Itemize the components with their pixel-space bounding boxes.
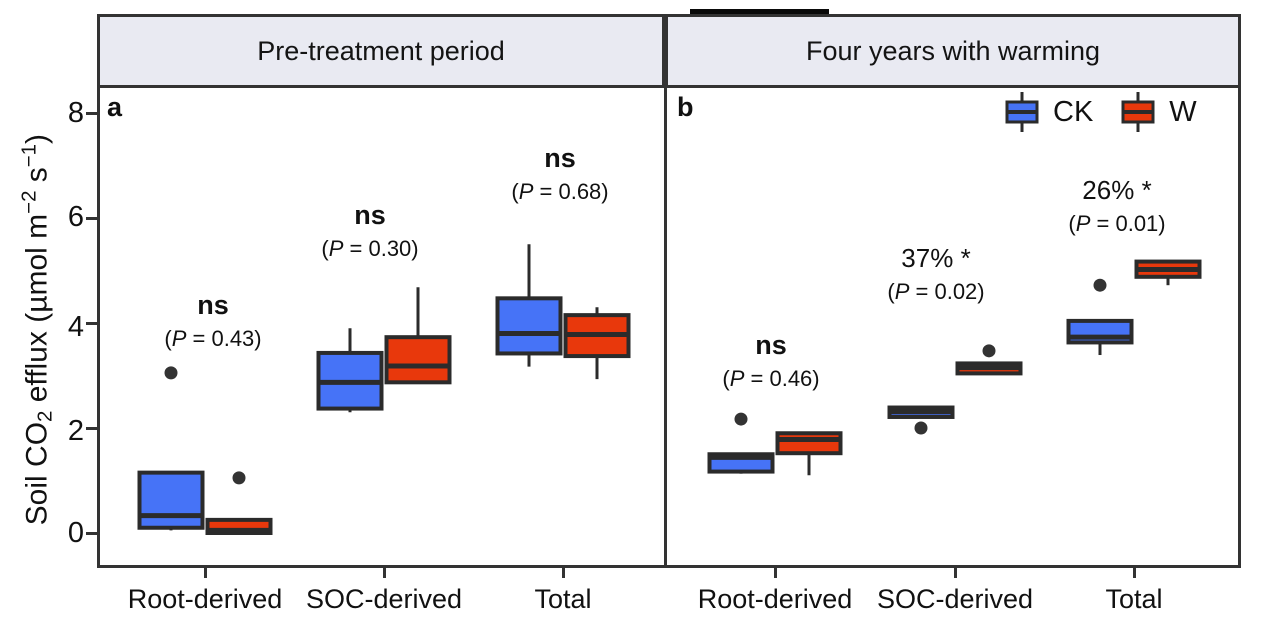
y-tick-mark (86, 216, 97, 220)
panel-b-title: Four years with warming (805, 35, 1101, 66)
x-tick-mark (561, 568, 565, 578)
panel-b-boxplots (707, 259, 1202, 476)
y-tick-mark (86, 426, 97, 430)
x-tick-mark (382, 568, 386, 578)
significance-stat: ns (197, 290, 229, 320)
y-tick-label-6: 6 (67, 201, 84, 233)
y-tick-label-2: 2 (67, 415, 84, 447)
panel-a-header: Pre-treatment period (97, 14, 665, 88)
significance-stat: 26% * (1082, 175, 1152, 205)
significance-annotation: ns (P = 0.43) (164, 291, 261, 352)
significance-annotation: 37% * (P = 0.02) (887, 243, 985, 305)
legend-label-ck: CK (1053, 95, 1094, 128)
p-value-label: (P = 0.01) (1068, 211, 1166, 237)
box-ck (137, 470, 205, 530)
p-value-label: (P = 0.30) (321, 236, 419, 262)
x-category-label: SOC-derived (305, 584, 463, 614)
panel-letter-b: b (677, 92, 694, 122)
box-w (384, 335, 452, 385)
significance-annotation: ns (P = 0.46) (722, 331, 819, 392)
legend-boxplot-glyph-ck (1005, 92, 1039, 132)
significance-stat: 37% * (901, 243, 971, 273)
x-category-label: Root-derived (127, 584, 283, 614)
outlier-point (914, 421, 928, 435)
legend: CK W (1004, 90, 1197, 134)
y-axis-title-text: ) (20, 134, 54, 144)
significance-annotation: 26% * (P = 0.01) (1068, 175, 1166, 237)
panel-b-header: Four years with warming (665, 14, 1241, 88)
panel-a-title: Pre-treatment period (257, 35, 505, 66)
y-tick-label-4: 4 (67, 311, 84, 343)
y-tick-mark (86, 111, 97, 115)
panel-a-boxplots (137, 244, 631, 535)
y-tick-mark (86, 531, 97, 535)
top-crop-artifact (690, 9, 829, 15)
legend-boxplot-glyph-w (1121, 92, 1155, 132)
x-tick-mark (953, 568, 957, 578)
significance-annotation: ns (P = 0.68) (511, 144, 608, 205)
outlier-point (982, 344, 996, 358)
panel-letter-a: a (107, 92, 123, 122)
x-category-label: SOC-derived (876, 584, 1034, 614)
x-category-label: Total (534, 584, 592, 614)
p-value-label: (P = 0.02) (887, 279, 985, 305)
superscript-minus1: −1 (18, 144, 41, 168)
outlier-point (164, 366, 178, 380)
y-tick-label-0: 0 (67, 517, 84, 549)
box-w (775, 431, 843, 456)
significance-stat: ns (755, 330, 787, 360)
significance-annotation: ns (P = 0.30) (321, 201, 418, 262)
panel-divider (664, 85, 667, 568)
y-tick-mark (86, 321, 97, 325)
outlier-point (734, 412, 748, 426)
outlier-point (1093, 278, 1107, 292)
plot-area (97, 85, 1241, 568)
x-tick-mark (1132, 568, 1136, 578)
p-value-label: (P = 0.46) (722, 366, 820, 392)
outlier-point (232, 471, 246, 485)
x-tick-mark (203, 568, 207, 578)
x-tick-mark (773, 568, 777, 578)
x-category-label: Total (1105, 584, 1163, 614)
significance-stat: ns (354, 200, 386, 230)
significance-stat: ns (544, 143, 576, 173)
box-ck (495, 296, 563, 356)
y-axis-title-text: s (20, 167, 54, 191)
y-tick-label-8: 8 (67, 97, 84, 129)
x-category-label: Root-derived (697, 584, 853, 614)
legend-label-w: W (1169, 95, 1197, 128)
p-value-label: (P = 0.43) (164, 326, 262, 352)
p-value-label: (P = 0.68) (511, 179, 609, 205)
